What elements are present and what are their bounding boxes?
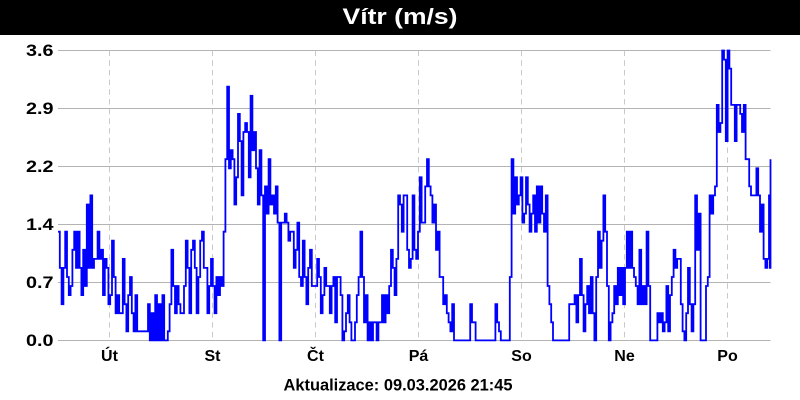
svg-text:Út: Út [101,346,119,365]
svg-text:St: St [205,348,222,365]
svg-text:Vítr (m/s): Vítr (m/s) [343,4,458,29]
svg-text:1.4: 1.4 [26,215,54,234]
svg-text:Ne: Ne [614,348,635,365]
svg-text:Pá: Pá [409,348,429,365]
svg-text:Čt: Čt [307,346,325,365]
svg-text:0.0: 0.0 [26,331,54,350]
svg-text:So: So [511,348,532,365]
svg-text:3.6: 3.6 [26,41,54,60]
svg-text:2.9: 2.9 [26,99,54,118]
svg-text:Po: Po [717,348,738,365]
svg-text:2.2: 2.2 [26,157,54,176]
svg-text:Aktualizace: 09.03.2026 21:45: Aktualizace: 09.03.2026 21:45 [284,376,513,395]
svg-text:0.7: 0.7 [26,273,54,292]
